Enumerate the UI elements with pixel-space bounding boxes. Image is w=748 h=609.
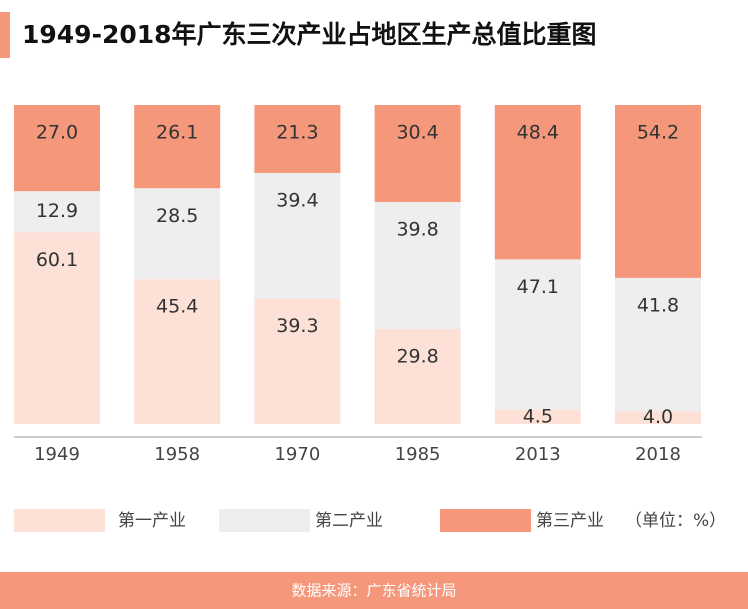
data-label: 28.5 — [156, 205, 198, 227]
source: 数据来源：广东省统计局 — [291, 582, 456, 600]
bar-segment — [14, 232, 100, 424]
bar-segment — [374, 328, 461, 424]
chart-title: 1949-2018年广东三次产业占地区生产总值比重图 — [22, 20, 597, 49]
x-tick-label: 1970 — [274, 444, 320, 465]
legend-label: 第三产业 — [536, 511, 604, 531]
data-label: 27.0 — [36, 122, 78, 144]
legend-swatch — [14, 509, 105, 532]
data-label: 30.4 — [396, 122, 438, 144]
legend-swatch — [440, 509, 531, 532]
data-label: 4.5 — [523, 405, 553, 427]
bar-segment — [494, 409, 581, 424]
data-label: 54.2 — [637, 122, 679, 144]
bar-segment — [615, 411, 701, 424]
bar-segment — [14, 105, 100, 192]
bar-segment — [494, 259, 581, 410]
legend-swatch — [219, 509, 310, 532]
data-label: 47.1 — [517, 276, 559, 298]
data-label: 41.8 — [637, 294, 679, 316]
bar-segment — [254, 172, 341, 299]
data-label: 4.0 — [643, 406, 673, 428]
footer-bar — [0, 572, 748, 609]
bar-segment — [14, 191, 100, 233]
data-label: 48.4 — [517, 122, 559, 144]
unit-label: （单位：%） — [625, 511, 726, 531]
x-tick-label: 2018 — [635, 444, 681, 465]
data-label: 60.1 — [36, 249, 78, 271]
data-label: 39.4 — [276, 189, 318, 211]
bar-segment — [134, 188, 221, 280]
data-label: 12.9 — [36, 200, 78, 222]
bar-segment — [615, 105, 701, 278]
data-label: 26.1 — [156, 122, 198, 144]
bar-segment — [615, 277, 701, 412]
bar-segment — [254, 105, 341, 173]
x-tick-label: 1958 — [154, 444, 200, 465]
data-label: 21.3 — [276, 122, 318, 144]
x-tick-label: 2013 — [515, 444, 561, 465]
x-tick-label: 1949 — [34, 444, 80, 465]
bar-segment — [134, 105, 221, 189]
bar-segment — [374, 105, 461, 202]
legend-label: 第二产业 — [315, 511, 383, 531]
bar-segment — [254, 298, 341, 424]
data-label: 39.3 — [276, 315, 318, 337]
title-accent — [0, 12, 10, 58]
bar-segment — [374, 201, 461, 329]
data-label: 29.8 — [396, 345, 438, 367]
bar-segment — [134, 279, 221, 424]
data-label: 39.8 — [396, 218, 438, 240]
legend-label: 第一产业 — [118, 511, 186, 531]
x-tick-label: 1985 — [395, 444, 441, 465]
bar-segment — [494, 105, 581, 260]
data-label: 45.4 — [156, 296, 198, 318]
